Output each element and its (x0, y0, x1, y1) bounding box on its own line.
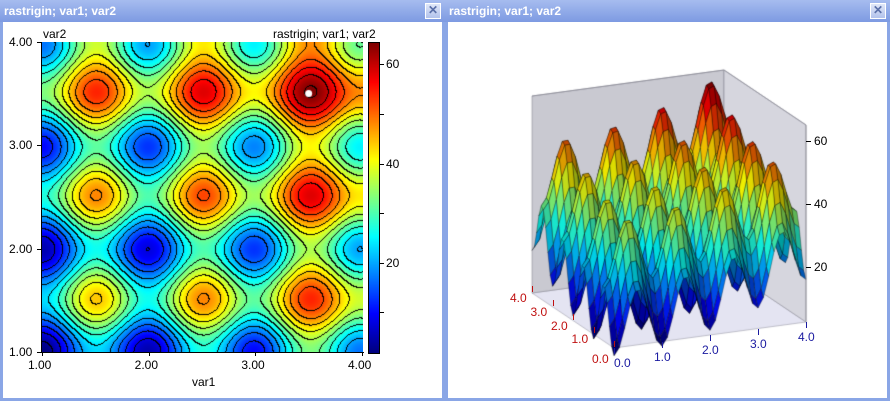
y-tick-label: 0.0 (592, 352, 609, 366)
x-tick-label: 4.00 (348, 358, 372, 372)
colorbar-tick (380, 64, 384, 66)
x-tick-label: 2.0 (702, 343, 719, 357)
x-tick (614, 348, 615, 354)
y-tick-label: 3.00 (9, 138, 33, 153)
z-tick (806, 140, 811, 142)
title-bar[interactable]: rastrigin; var1; var2 ✕ (445, 0, 890, 22)
x-tick-label: 2.00 (134, 358, 159, 372)
x-tick (710, 335, 711, 341)
plot-title: rastrigin; var1; var2 (273, 27, 376, 41)
window-title: rastrigin; var1; var2 (449, 4, 562, 18)
y-tick (37, 248, 41, 250)
y-tick-label: 1.00 (9, 345, 33, 359)
colorbar-tick-label: 40 (386, 156, 400, 171)
x-tick (758, 328, 759, 335)
z-tick (806, 266, 811, 268)
window-title: rastrigin; var1; var2 (4, 4, 117, 18)
x-tick (42, 352, 43, 356)
y-tick (37, 352, 41, 353)
z-tick-label: 60 (814, 133, 828, 148)
x-tick-label: 4.0 (798, 330, 815, 344)
colorbar-tick (380, 113, 384, 115)
colorbar-tick-label: 60 (386, 57, 400, 72)
x-tick (806, 322, 807, 328)
contour-heatmap[interactable] (42, 42, 363, 352)
colorbar-tick-label: 20 (386, 255, 400, 270)
y-tick (532, 286, 533, 292)
y-tick (614, 341, 615, 347)
y-tick-label: 3.0 (530, 304, 548, 319)
x-tick (255, 352, 257, 356)
y-axis-label: var2 (43, 27, 67, 41)
colorbar-tick (380, 213, 384, 215)
y-tick-label: 2.00 (9, 241, 33, 256)
y-tick-label: 1.0 (571, 332, 589, 347)
x-tick (148, 352, 150, 356)
z-tick (806, 203, 811, 205)
colorbar (368, 42, 380, 354)
y-tick (37, 42, 41, 43)
colorbar-tick (380, 262, 384, 264)
x-tick (662, 341, 663, 348)
x-tick-label: 1.0 (654, 349, 671, 364)
surface-plot[interactable] (460, 24, 880, 394)
x-tick-label: 3.00 (241, 358, 265, 372)
y-tick (593, 327, 595, 334)
title-bar[interactable]: rastrigin; var1; var2 ✕ (0, 0, 445, 22)
close-icon[interactable]: ✕ (870, 3, 886, 19)
close-icon[interactable]: ✕ (425, 3, 441, 19)
x-tick-label: 1.00 (28, 358, 52, 372)
x-axis-label: var1 (192, 375, 216, 389)
y-tick (552, 299, 554, 306)
y-tick-label: 4.0 (510, 291, 527, 305)
y-tick-label: 2.0 (551, 318, 568, 333)
z-tick-label: 40 (814, 196, 828, 211)
y-tick-label: 4.00 (9, 35, 33, 49)
y-axis-line (41, 42, 42, 353)
x-tick-label: 3.0 (750, 336, 767, 351)
x-tick (362, 352, 363, 356)
colorbar-tick (380, 312, 384, 314)
z-tick-label: 20 (814, 259, 828, 274)
y-tick (37, 145, 41, 147)
x-tick-label: 0.0 (614, 356, 631, 370)
y-tick (573, 313, 574, 320)
colorbar-tick (380, 163, 384, 165)
x-axis-line (41, 352, 364, 353)
